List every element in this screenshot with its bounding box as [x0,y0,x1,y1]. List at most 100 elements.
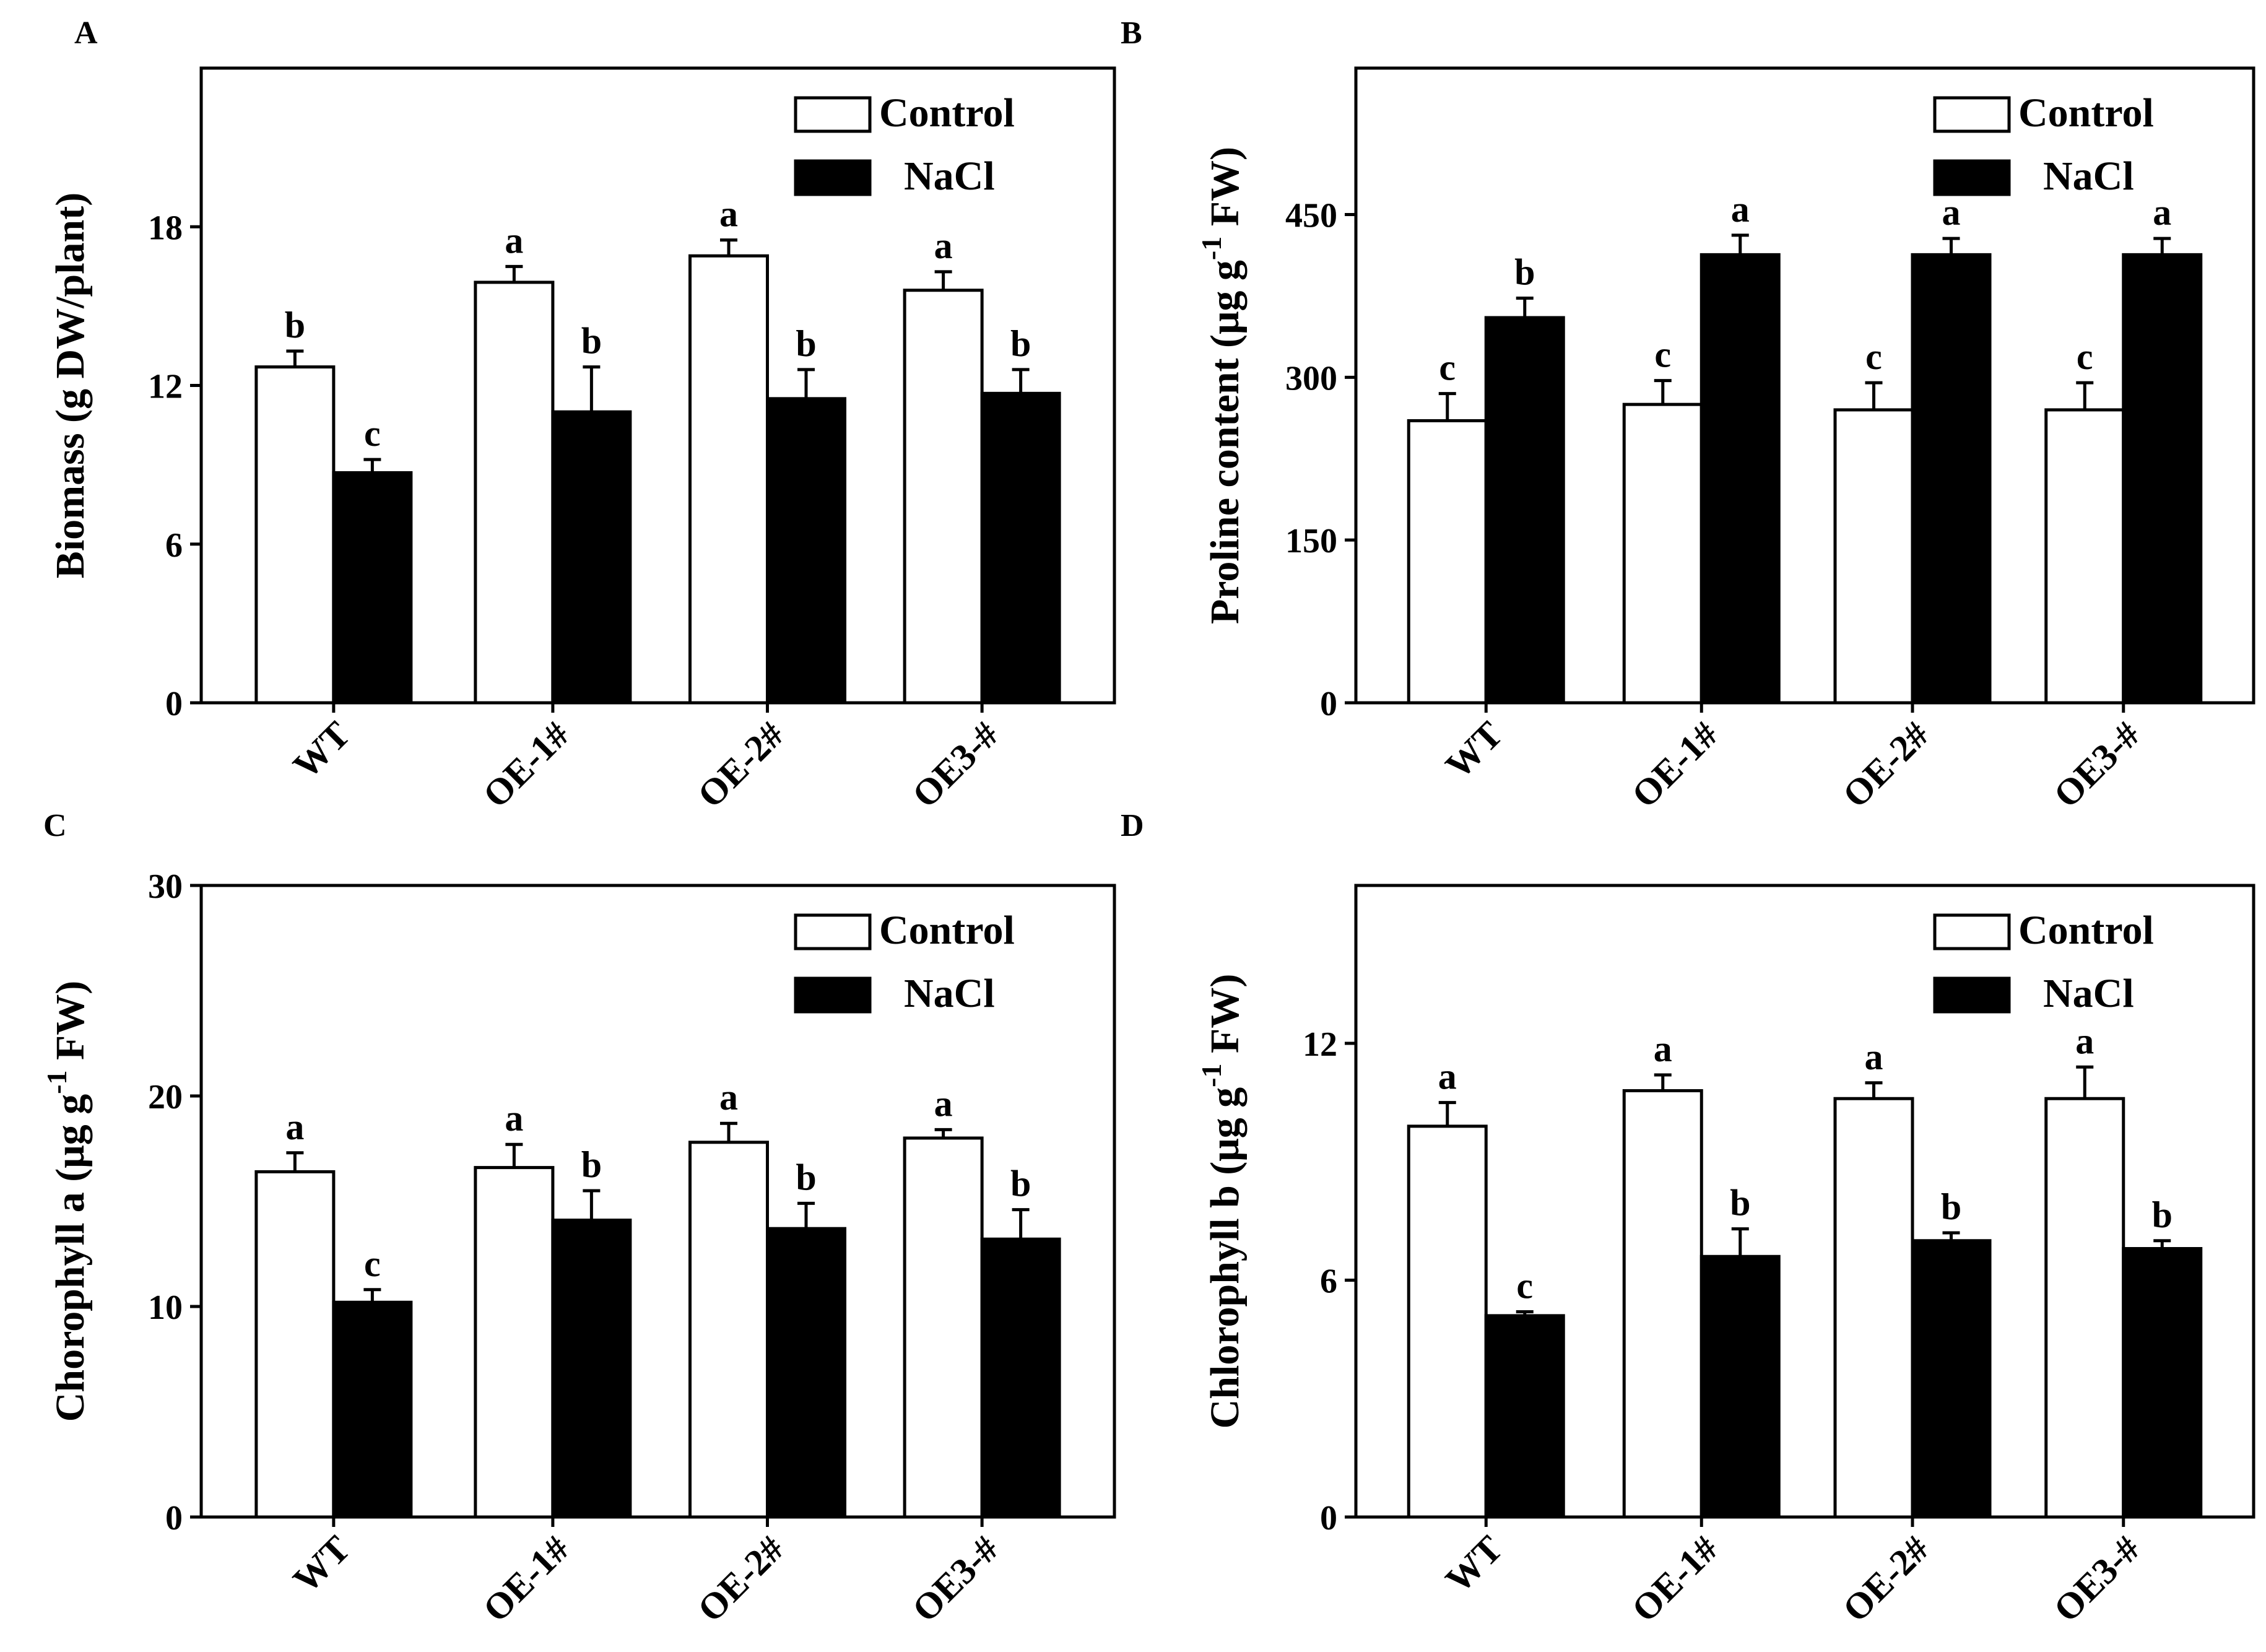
significance-label: a [719,194,738,235]
significance-label: a [505,220,523,261]
bar-nacl [2122,1247,2203,1519]
bar-nacl [551,410,632,705]
plot-frame [1354,884,2255,1519]
y-tick-label: 150 [1285,522,1337,560]
significance-label: b [581,1144,602,1185]
panel-a: A 0 6 12 18 b a a a c b b b WT OE-1# OE-2# OE3-# Biomass … [48,15,1116,816]
y-axis-title: Proline content (μg g-1 FW) [1196,147,1248,624]
x-tick-label: WT [285,1528,358,1601]
significance-label: c [364,413,381,454]
legend-label-nacl: NaCl [904,154,995,199]
bar-control [688,254,769,705]
x-tick-label: OE-1# [475,714,578,816]
bar-nacl [551,1219,632,1519]
significance-label: b [1010,323,1031,364]
legend-label-nacl: NaCl [2043,154,2134,199]
legend-swatch-nacl [1933,159,2011,196]
legend-swatch-nacl [794,159,872,196]
legend-swatch-control [794,96,872,133]
legend-label-control: Control [879,908,1015,953]
significance-label: a [505,1098,523,1139]
legend-label-control: Control [2018,908,2154,953]
legend-swatch-control [1933,913,2011,950]
legend-label-control: Control [879,90,1015,136]
significance-label: a [934,1083,953,1124]
y-tick-label: 12 [1303,1025,1337,1064]
significance-label: a [1942,192,1961,233]
y-axis-title: Biomass (g DW/plant) [48,193,93,578]
legend-swatch-nacl [794,976,872,1014]
bar-control [254,1170,336,1519]
significance-label: b [285,305,305,346]
bar-nacl [980,1237,1061,1519]
bar-control [1407,419,1488,705]
significance-label: c [1439,347,1456,388]
bar-nacl [1484,1314,1565,1519]
significance-label: b [581,321,602,362]
y-axis-title-superscript: -1 [41,1071,72,1094]
y-tick-label: 20 [148,1078,183,1116]
bar-control [1833,1097,1914,1519]
significance-label: a [1438,1056,1457,1097]
y-axis-title-tail: FW) [48,981,93,1071]
bar-control [688,1141,769,1519]
panel-letter: A [74,15,98,51]
x-tick-label: OE3-# [905,1528,1007,1630]
bar-control [1833,408,1914,705]
plot-frame [199,884,1116,1519]
significance-label: a [1865,1037,1883,1077]
y-tick-label: 30 [148,867,183,906]
bar-control [1622,402,1703,705]
significance-label: b [1730,1183,1750,1224]
significance-label: c [2077,336,2093,377]
y-tick-label: 6 [165,526,183,565]
significance-label: b [796,323,816,364]
x-tick-label: OE-1# [1624,1528,1726,1630]
bar-nacl [332,471,413,705]
bar-nacl [2122,253,2203,705]
significance-label: a [2075,1020,2094,1061]
bar-control [903,289,984,705]
significance-label: a [285,1106,304,1147]
y-tick-label: 0 [1320,685,1337,723]
legend-swatch-control [1933,96,2011,133]
significance-label: c [1865,336,1882,377]
y-axis-title-tail: FW) [1202,147,1248,237]
x-tick-label: OE-1# [475,1528,578,1630]
bar-control [474,280,555,705]
y-axis-title-main: Chlorophyll b (μg g [1202,1087,1248,1429]
x-tick-label: OE-2# [690,714,792,816]
bar-nacl [766,397,846,705]
significance-label: a [719,1077,738,1118]
x-tick-label: OE3-# [2046,1528,2148,1630]
x-tick-label: OE-2# [1835,1528,1937,1630]
panel-letter: C [43,808,67,843]
bar-nacl [1484,316,1565,705]
significance-label: c [1516,1266,1533,1306]
significance-label: b [2152,1194,2173,1235]
y-axis-title-superscript: -1 [1196,237,1227,260]
bar-control [474,1166,555,1519]
legend-label-control: Control [2018,90,2154,136]
y-tick-label: 10 [148,1289,183,1327]
x-tick-label: WT [1438,714,1510,786]
panel-letter: D [1121,808,1144,843]
bar-control [254,365,336,705]
y-tick-label: 0 [165,1499,183,1537]
panel-letter: B [1121,15,1142,51]
legend-swatch-control [794,913,872,950]
x-tick-label: OE3-# [905,714,1007,816]
legend-label-nacl: NaCl [904,971,995,1016]
y-tick-label: 0 [165,685,183,723]
plot-frame [1354,66,2255,705]
bar-nacl [1911,1239,1992,1519]
significance-label: b [796,1157,816,1198]
bar-control [1407,1124,1488,1519]
bar-nacl [1911,253,1992,705]
bar-control [1622,1089,1703,1519]
x-tick-label: OE-1# [1624,714,1726,816]
bar-control [903,1136,984,1519]
y-tick-label: 6 [1320,1263,1337,1301]
panel-d: D 0 6 12 a a a a c b b b WT OE-1# OE-2# OE3-# Chlorophyl… [1121,808,2255,1630]
legend-swatch-nacl [1933,976,2011,1014]
